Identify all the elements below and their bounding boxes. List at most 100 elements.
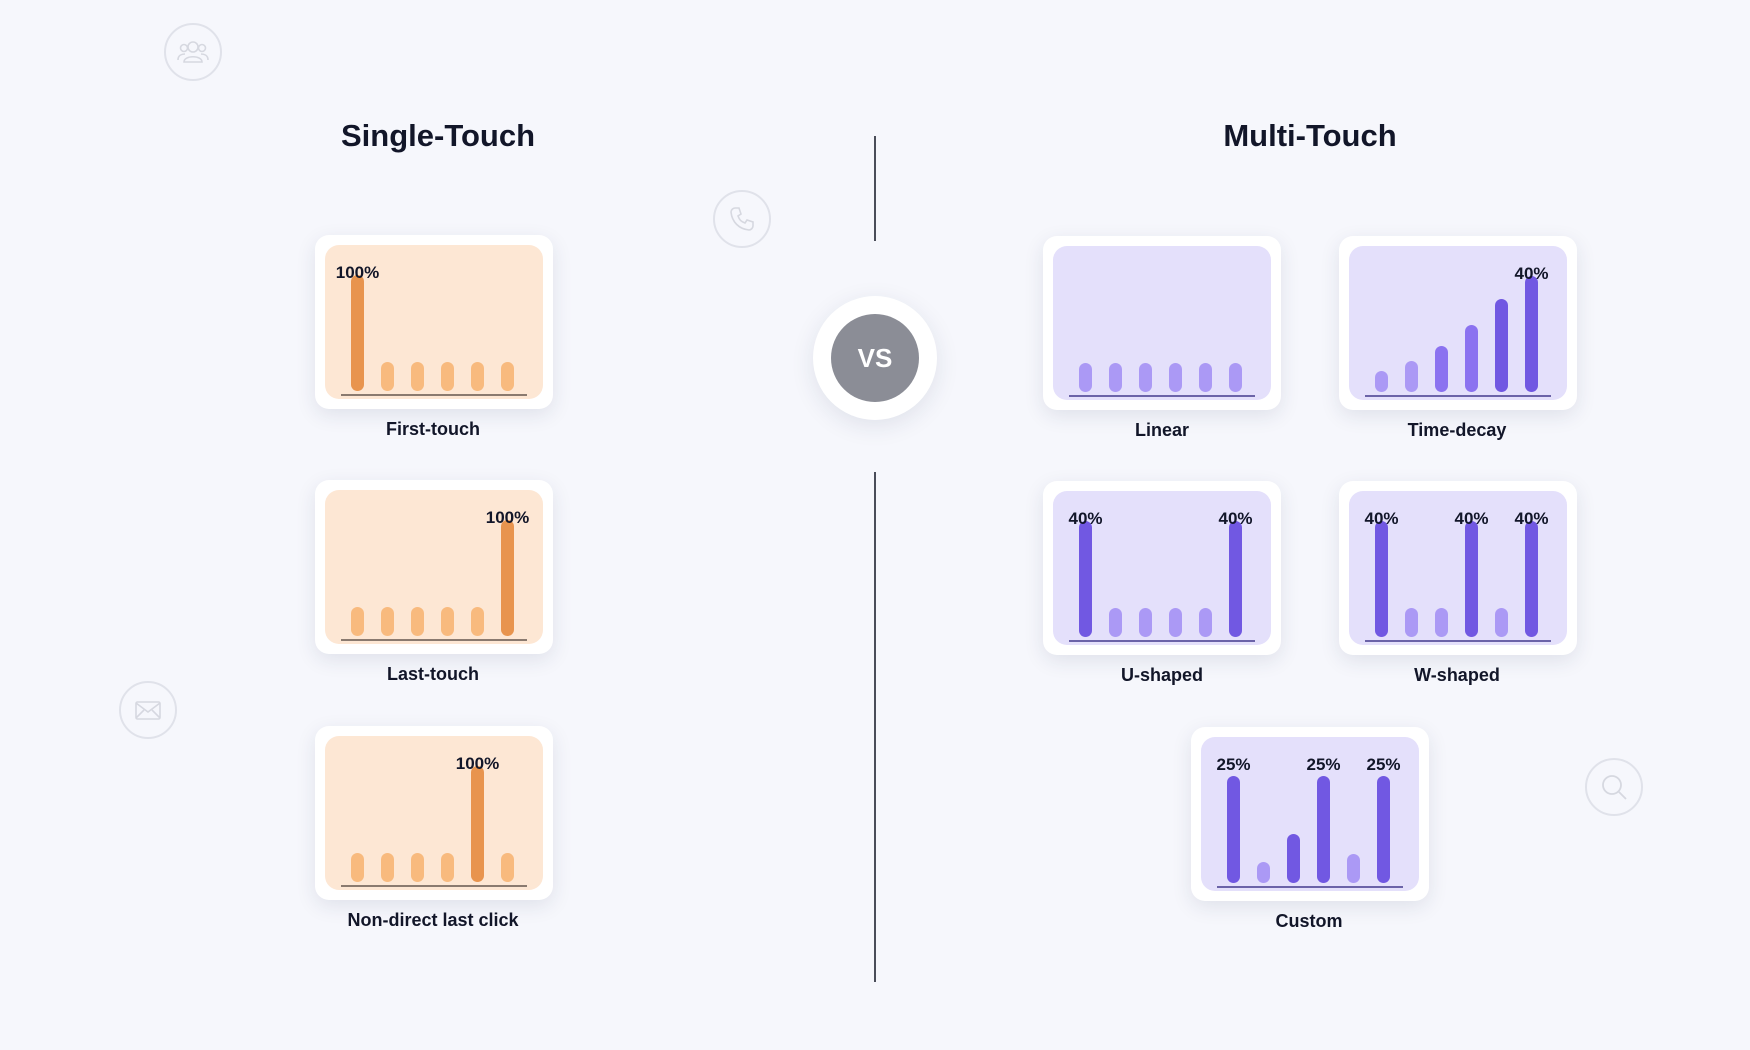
mail-icon [119,681,177,739]
model-label: Custom [1275,911,1343,931]
divider-top [874,136,876,241]
attribution-bar [1465,325,1478,392]
percent-label: 25% [1306,755,1341,774]
attribution-bar [1109,608,1122,637]
attribution-bar [1377,776,1390,883]
attribution-bar [1079,363,1092,392]
card-frame: 25% 25% 25% [1191,727,1429,901]
attribution-bar [1227,776,1240,883]
percent-label: 40% [1068,509,1103,528]
card-frame: 100% [315,726,553,900]
attribution-bar [411,853,424,882]
chart-area: 40% 40% 40% [1349,491,1567,645]
chart-baseline [1217,886,1403,888]
attribution-bar [471,607,484,636]
percent-label: 25% [1216,755,1251,774]
single-touch-title: Single-Touch [340,118,536,153]
attribution-bar [501,853,514,882]
attribution-bar [1079,521,1092,637]
attribution-bar [501,520,514,636]
attribution-bar [1139,608,1152,637]
attribution-bar [1347,854,1360,883]
phone-icon [713,190,771,248]
attribution-bar [1199,363,1212,392]
attribution-bar [1287,834,1300,883]
users-icon [164,23,222,81]
attribution-bar [1375,521,1388,637]
chart-baseline [1365,640,1551,642]
attribution-bar [1229,521,1242,637]
attribution-bar [1525,521,1538,637]
attribution-bar [1465,521,1478,637]
chart-baseline [341,639,527,641]
percent-label: 25% [1366,755,1401,774]
model-label: U-shaped [1120,665,1204,685]
attribution-bar [1169,363,1182,392]
divider-bottom [874,472,876,982]
chart-baseline [341,394,527,396]
chart-area: 40% [1349,246,1567,400]
attribution-bar [351,607,364,636]
percent-label: 100% [485,508,530,527]
chart-baseline [1069,640,1255,642]
attribution-bar [1229,363,1242,392]
percent-label: 100% [455,754,500,773]
attribution-bar [411,607,424,636]
vs-badge: VS [813,296,937,420]
attribution-bar [471,362,484,391]
model-label: Non-direct last click [347,910,519,930]
card-frame: 40% 40% 40% [1339,481,1577,655]
percent-label: 100% [335,263,380,282]
card-frame: 40% [1339,236,1577,410]
attribution-bar [1317,776,1330,883]
attribution-bar [381,853,394,882]
search-icon [1585,758,1643,816]
chart-area: 100% [325,245,543,399]
percent-label: 40% [1218,509,1253,528]
attribution-bar [441,362,454,391]
attribution-bar [1525,276,1538,392]
card-frame: 40% 40% [1043,481,1281,655]
attribution-bar [1495,299,1508,392]
attribution-bar [1169,608,1182,637]
attribution-bar [1495,608,1508,637]
attribution-bar [1199,608,1212,637]
model-label: W-shaped [1414,665,1500,685]
card-frame: 100% [315,235,553,409]
chart-area: 40% 40% [1053,491,1271,645]
chart-area: 100% [325,736,543,890]
attribution-bar [1109,363,1122,392]
percent-label: 40% [1364,509,1399,528]
card-frame [1043,236,1281,410]
multi-touch-title: Multi-Touch [1223,118,1397,153]
model-label: Linear [1134,420,1190,440]
attribution-bar [381,607,394,636]
card-frame: 100% [315,480,553,654]
chart-area: 100% [325,490,543,644]
attribution-bar [1405,608,1418,637]
attribution-bar [351,275,364,391]
attribution-bar [441,853,454,882]
chart-baseline [341,885,527,887]
attribution-bar [1435,608,1448,637]
attribution-bar [1375,371,1388,392]
attribution-bar [1257,862,1270,883]
vs-label: VS [831,314,919,402]
chart-baseline [1365,395,1551,397]
chart-area: 25% 25% 25% [1201,737,1419,891]
attribution-bar [351,853,364,882]
attribution-bar [441,607,454,636]
attribution-bar [1405,361,1418,392]
attribution-bar [501,362,514,391]
percent-label: 40% [1514,509,1549,528]
model-label: First-touch [386,419,480,439]
attribution-bar [1435,346,1448,392]
attribution-bar [411,362,424,391]
percent-label: 40% [1514,264,1549,283]
percent-label: 40% [1454,509,1489,528]
model-label: Time-decay [1407,420,1507,440]
attribution-bar [471,766,484,882]
attribution-bar [1139,363,1152,392]
model-label: Last-touch [387,664,479,684]
attribution-bar [381,362,394,391]
